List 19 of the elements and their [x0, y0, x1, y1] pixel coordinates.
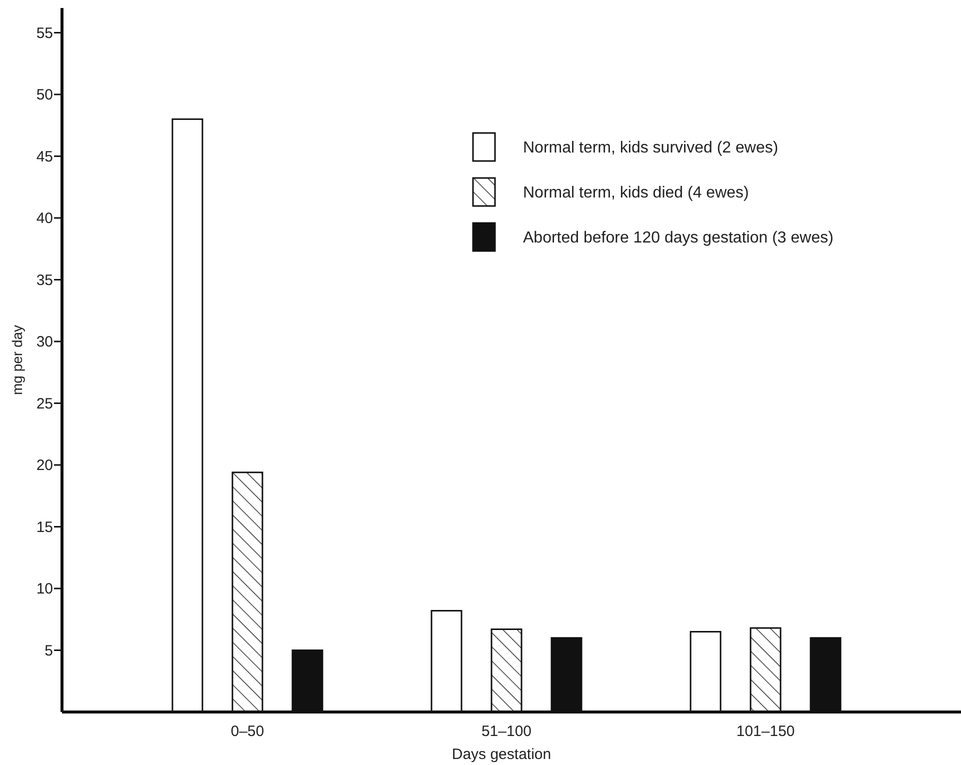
x-tick-label: 101–150: [736, 723, 795, 740]
y-tick-label: 55: [36, 24, 53, 42]
y-tick-label: 50: [36, 86, 53, 104]
x-axis-title: Days gestation: [452, 746, 552, 763]
y-tick-label: 30: [36, 334, 53, 351]
y-axis-title: mg per day: [9, 324, 25, 396]
y-tick-label: 35: [36, 272, 53, 289]
y-tick-label: 15: [36, 518, 53, 536]
y-tick-label: 45: [36, 148, 53, 166]
x-tick-label: 51–100: [481, 723, 532, 740]
y-tick-label: 40: [36, 210, 53, 228]
y-tick-label: 25: [36, 395, 53, 412]
legend-label: Normal term, kids died (4 ewes): [523, 184, 749, 202]
y-tick-label: 10: [36, 580, 53, 598]
legend-label: Normal term, kids survived (2 ewes): [523, 140, 778, 157]
x-tick-label: 0–50: [230, 723, 264, 740]
y-tick-label: 20: [36, 457, 53, 474]
legend-label: Aborted before 120 days gestation (3 ewes): [523, 230, 834, 247]
y-tick-label: 5: [44, 642, 53, 660]
